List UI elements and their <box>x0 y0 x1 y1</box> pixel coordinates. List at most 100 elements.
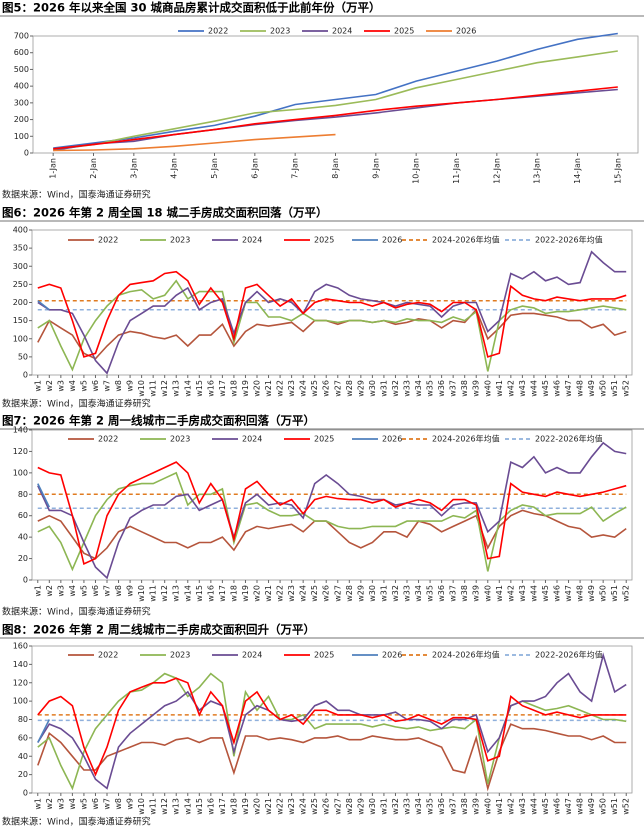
x-tick-label: w5 <box>79 585 88 597</box>
x-tick-label: w34 <box>414 798 423 815</box>
x-tick-label: w10 <box>137 585 146 602</box>
series-line <box>37 672 627 791</box>
x-tick-label: 15-Jan <box>613 158 622 184</box>
legend-item: 2024 <box>302 27 352 36</box>
legend-item: 2024-2026年均值 <box>402 650 500 660</box>
series-line <box>53 32 618 149</box>
legend-label: 2025 <box>314 435 334 444</box>
x-tick-label: w22 <box>276 798 285 815</box>
y-tick-label: 60 <box>18 733 28 742</box>
legend-item: 2026 <box>352 236 402 245</box>
x-tick-label: w46 <box>553 798 562 815</box>
x-tick-label: w45 <box>541 380 550 397</box>
x-tick-label: w48 <box>576 585 585 602</box>
x-tick-label: w13 <box>172 380 181 397</box>
legend-item: 2024-2026年均值 <box>402 434 500 444</box>
series-line <box>53 50 618 151</box>
legend-item: 2026 <box>352 435 402 444</box>
x-tick-label: w6 <box>91 380 100 392</box>
legend-label: 2024-2026年均值 <box>432 434 500 444</box>
series-line <box>37 279 627 372</box>
series-line <box>37 509 627 560</box>
x-tick-label: w12 <box>160 380 169 397</box>
x-tick-label: 6-Jan <box>250 158 259 179</box>
legend-label: 2022-2026年均值 <box>535 235 603 245</box>
y-tick-label: 0 <box>23 789 28 798</box>
legend-item: 2022 <box>68 236 118 245</box>
y-tick-label: 150 <box>13 316 28 325</box>
chart-title: 图8：2026 年第 2 周二线城市二手房成交面积回升（万平） <box>2 623 315 637</box>
y-tick-label: 100 <box>13 697 28 706</box>
y-tick-label: 40 <box>18 752 28 761</box>
x-tick-label: w31 <box>379 585 388 602</box>
y-tick-label: 20 <box>18 554 28 563</box>
x-tick-label: w28 <box>345 380 354 397</box>
x-tick-label: w12 <box>160 798 169 815</box>
x-tick-label: w21 <box>264 798 273 815</box>
x-tick-label: w28 <box>345 585 354 602</box>
x-tick-label: w41 <box>495 380 504 397</box>
x-tick-label: w8 <box>114 585 123 597</box>
x-tick-label: w9 <box>126 380 135 392</box>
legend-item: 2026 <box>352 651 402 660</box>
x-tick-label: w17 <box>218 585 227 602</box>
x-tick-label: w10 <box>137 380 146 397</box>
legend-item: 2025 <box>284 435 334 444</box>
x-tick-label: w50 <box>599 585 608 602</box>
legend-label: 2026 <box>382 236 402 245</box>
source-note: 数据来源：Wind，国泰海通证券研究 <box>2 189 151 201</box>
y-tick-label: 300 <box>14 98 29 107</box>
x-tick-label: w15 <box>195 798 204 815</box>
y-tick-label: 100 <box>13 468 28 477</box>
legend-label: 2025 <box>314 651 334 660</box>
chart-title: 图5：2026 年以来全国 30 城商品房累计成交面积低于此前年份（万平） <box>2 1 381 15</box>
series-line <box>37 471 627 572</box>
x-tick-label: w12 <box>160 585 169 602</box>
x-tick-label: w2 <box>45 585 54 597</box>
y-tick-label: 20 <box>18 770 28 779</box>
legend-item: 2022-2026年均值 <box>505 650 603 660</box>
x-tick-label: w4 <box>68 585 77 597</box>
series-line <box>37 677 627 777</box>
legend-label: 2024-2026年均值 <box>432 235 500 245</box>
source-note: 数据来源：Wind，国泰海通证券研究 <box>2 606 151 618</box>
source-note: 数据来源：Wind，国泰海通证券研究 <box>2 816 151 828</box>
x-tick-label: w32 <box>391 798 400 815</box>
x-tick-label: w47 <box>564 380 573 397</box>
x-tick-label: w9 <box>126 585 135 597</box>
x-tick-label: w31 <box>379 380 388 397</box>
series-line <box>37 441 627 580</box>
y-tick-label: 100 <box>13 334 28 343</box>
x-tick-label: w20 <box>253 380 262 397</box>
y-tick-label: 700 <box>14 32 29 41</box>
x-tick-label: 4-Jan <box>170 158 179 179</box>
x-tick-label: 7-Jan <box>291 158 300 179</box>
x-tick-label: w26 <box>322 380 331 397</box>
legend-label: 2022-2026年均值 <box>535 650 603 660</box>
legend-item: 2023 <box>140 236 190 245</box>
x-tick-label: w14 <box>183 798 192 815</box>
legend-label: 2024 <box>242 651 262 660</box>
legend-item: 2025 <box>364 27 414 36</box>
x-tick-label: w29 <box>356 585 365 602</box>
x-tick-label: w14 <box>183 585 192 602</box>
x-tick-label: w24 <box>299 585 308 602</box>
y-tick-label: 40 <box>18 533 28 542</box>
legend-item: 2022 <box>68 651 118 660</box>
x-tick-label: w5 <box>79 798 88 810</box>
legend-item: 2023 <box>140 435 190 444</box>
x-tick-label: w44 <box>529 380 538 397</box>
x-tick-label: w50 <box>599 798 608 815</box>
series-line <box>37 308 627 360</box>
legend-label: 2026 <box>382 435 402 444</box>
x-tick-label: w35 <box>426 585 435 602</box>
y-tick-label: 300 <box>13 262 28 271</box>
legend-item: 2025 <box>284 236 334 245</box>
x-tick-label: w15 <box>195 380 204 397</box>
plot-frame <box>31 429 633 581</box>
x-tick-label: w19 <box>241 585 250 602</box>
y-tick-label: 0 <box>23 371 28 380</box>
x-tick-label: w1 <box>33 380 42 392</box>
x-tick-label: 1-Jan <box>49 158 58 179</box>
x-tick-label: w25 <box>310 798 319 815</box>
